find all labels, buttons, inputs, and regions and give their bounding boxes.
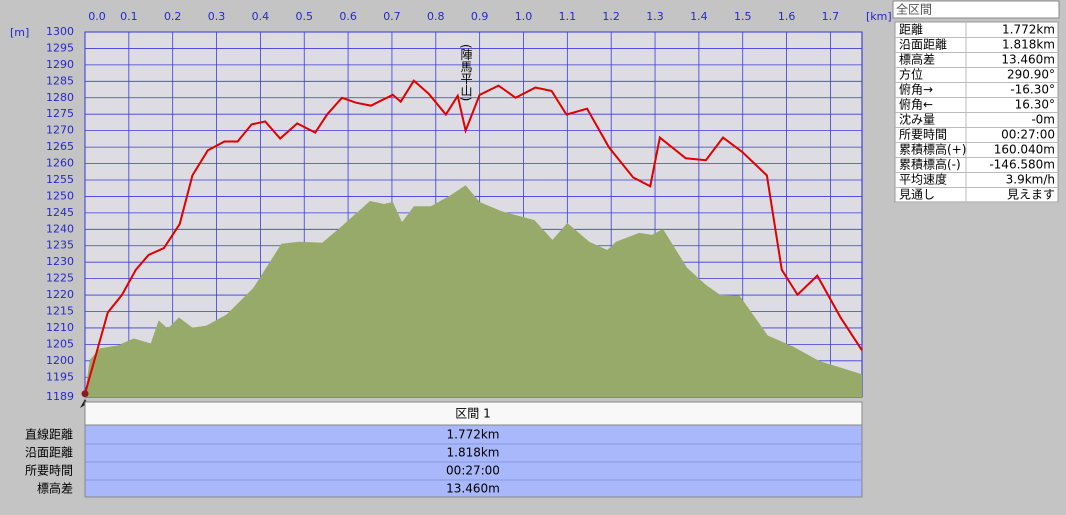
y-tick-label: 1210 bbox=[46, 321, 74, 334]
terrain-area bbox=[85, 185, 862, 397]
summary-value: -0m bbox=[1031, 113, 1055, 127]
x-tick-label: 1.0 bbox=[515, 10, 533, 23]
segment-label: 沿面距離 bbox=[25, 446, 73, 460]
y-tick-label: 1290 bbox=[46, 58, 74, 71]
summary-label: 累積標高(+) bbox=[899, 142, 966, 157]
summary-label: 方位 bbox=[899, 67, 923, 82]
x-tick-label: 0.9 bbox=[471, 10, 489, 23]
y-tick-label: 1235 bbox=[46, 239, 74, 252]
segment-header: 区間 1 bbox=[455, 407, 490, 421]
y-tick-label: 1280 bbox=[46, 91, 74, 104]
summary-value: -16.30° bbox=[1010, 83, 1055, 97]
marks bbox=[81, 79, 863, 398]
y-tick-label: 1275 bbox=[46, 107, 74, 120]
summary-label: 見通し bbox=[899, 188, 935, 202]
summary-label: 所要時間 bbox=[899, 128, 947, 142]
x-tick-label: 0.4 bbox=[252, 10, 270, 23]
x-tick-label: 0.8 bbox=[427, 10, 445, 23]
summary-value: 00:27:00 bbox=[1001, 128, 1055, 142]
summary-header-box bbox=[892, 0, 1060, 19]
x-unit: [km] bbox=[866, 10, 892, 23]
x-tick-label: 0.7 bbox=[383, 10, 401, 23]
summary-label: 累積標高(-) bbox=[899, 157, 961, 172]
summary-label: 標高差 bbox=[899, 52, 935, 67]
y-tick-label: 1295 bbox=[46, 41, 74, 54]
summary-label: 平均速度 bbox=[899, 172, 947, 187]
summary-title: 全区間 bbox=[896, 2, 932, 17]
y-tick-label: 1225 bbox=[46, 272, 74, 285]
x-tick-label: 0.6 bbox=[339, 10, 357, 23]
y-tick-label: 1250 bbox=[46, 189, 74, 202]
y-tick-label: 1245 bbox=[46, 206, 74, 219]
segment-label: 直線距離 bbox=[25, 427, 73, 442]
summary-value: 13.460m bbox=[1001, 53, 1055, 67]
segment-value: 00:27:00 bbox=[446, 464, 500, 478]
y-tick-label: 1270 bbox=[46, 124, 74, 137]
x-tick-label: 1.1 bbox=[559, 10, 577, 23]
x-tick-label: 0.3 bbox=[208, 10, 226, 23]
segment-value: 1.818km bbox=[447, 446, 500, 460]
x-tick-label: 1.2 bbox=[602, 10, 620, 23]
x-tick-label: 1.5 bbox=[734, 10, 752, 23]
y-tick-label: 1300 bbox=[46, 25, 74, 38]
y-tick-label: 1240 bbox=[46, 222, 74, 235]
y-tick-label: 1265 bbox=[46, 140, 74, 153]
summary-value: 1.772km bbox=[1002, 23, 1055, 37]
segment-value: 13.460m bbox=[446, 482, 500, 496]
segment-rows: 直線距離 1.772km 沿面距離 1.818km 所要時間 00:27:00 標高差 13.… bbox=[25, 427, 862, 496]
summary-rows: 距離 1.772km 沿面距離 1.818km 標高差 13.460m 方位 290.90° 俯… bbox=[895, 22, 1058, 203]
x-tick-label: 0.1 bbox=[120, 10, 138, 23]
summary-value: 3.9km/h bbox=[1006, 173, 1055, 187]
y-unit: [m] bbox=[10, 26, 29, 39]
summary-label: 沿面距離 bbox=[899, 38, 947, 52]
y-tick-label: 1255 bbox=[46, 173, 74, 186]
y-tick-label: 1200 bbox=[46, 354, 74, 367]
x-tick-label: 1.4 bbox=[690, 10, 708, 23]
x-tick-label: 0.5 bbox=[295, 10, 313, 23]
y-tick-label: 1189 bbox=[46, 390, 74, 403]
summary-label: 俯角→ bbox=[899, 82, 933, 97]
summary-value: -146.580m bbox=[989, 158, 1055, 172]
x-tick-label: 0.2 bbox=[164, 10, 182, 23]
summary-value: 16.30° bbox=[1015, 98, 1055, 112]
segment-value: 1.772km bbox=[447, 428, 500, 442]
summary-value: 見えます bbox=[1007, 188, 1055, 202]
summary-label: 距離 bbox=[899, 23, 923, 37]
segment-body bbox=[84, 424, 863, 498]
profile-line bbox=[84, 79, 863, 394]
start-marker bbox=[81, 390, 89, 398]
y-tick-label: 1285 bbox=[46, 74, 74, 87]
summary-label: 俯角← bbox=[899, 97, 933, 112]
x-tick-label: 1.6 bbox=[778, 10, 796, 23]
segment-label: 標高差 bbox=[37, 481, 73, 496]
y-tick-label: 1205 bbox=[46, 337, 74, 350]
y-tick-label: 1195 bbox=[46, 370, 74, 383]
y-tick-label: 1230 bbox=[46, 255, 74, 268]
annotation: (陣馬平山) bbox=[459, 44, 473, 101]
x-tick-label: 1.7 bbox=[822, 10, 840, 23]
y-tick-label: 1220 bbox=[46, 288, 74, 301]
y-tick-label: 1260 bbox=[46, 157, 74, 170]
summary-value: 1.818km bbox=[1002, 38, 1055, 52]
summary-value: 290.90° bbox=[1007, 68, 1055, 82]
summary-value: 160.040m bbox=[994, 143, 1055, 157]
x-tick-label: 1.3 bbox=[646, 10, 664, 23]
y-tick-label: 1215 bbox=[46, 305, 74, 318]
x-tick-label: 0.0 bbox=[88, 10, 106, 23]
summary-label: 沈み量 bbox=[899, 112, 935, 127]
segment-label: 所要時間 bbox=[25, 464, 73, 478]
